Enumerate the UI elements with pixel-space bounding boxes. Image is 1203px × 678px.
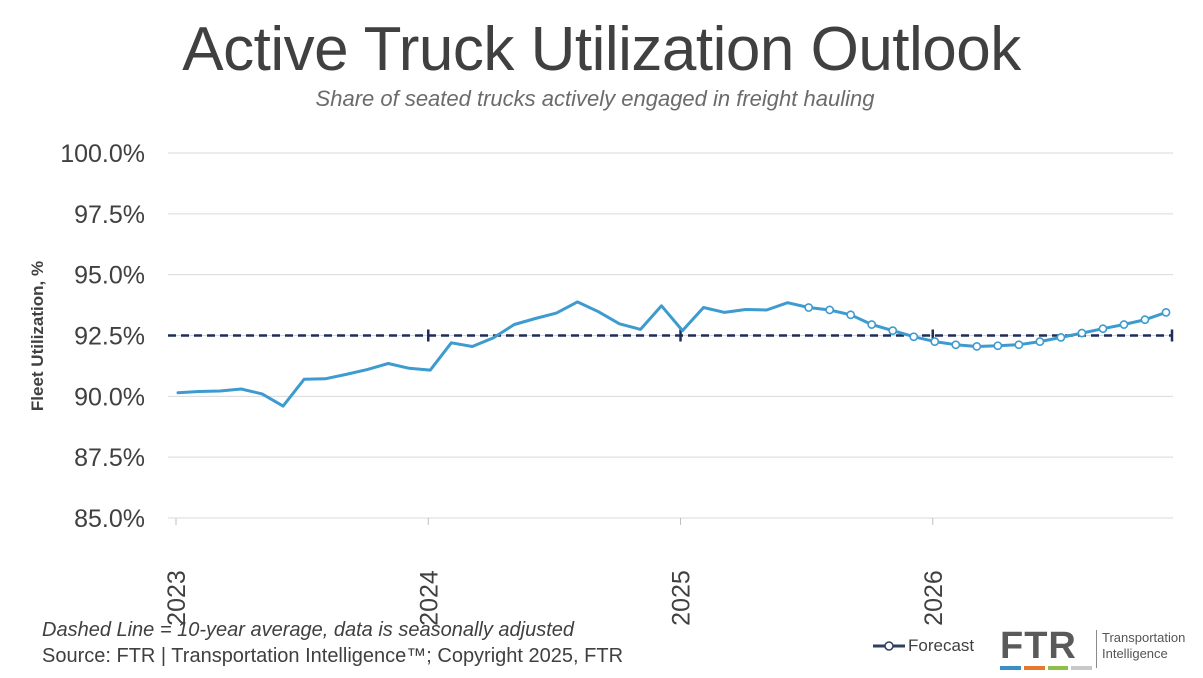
x-tick-label: 2024 <box>415 570 443 626</box>
logo-divider <box>1096 630 1097 668</box>
logo-stripe <box>1023 666 1045 670</box>
forecast-point <box>1014 340 1024 350</box>
chart-title: Active Truck Utilization Outlook <box>182 15 1021 84</box>
x-tick-label: 2025 <box>668 570 696 626</box>
y-tick-label: 92.5% <box>74 323 145 351</box>
logo-text-line1: Transportation <box>1102 630 1186 645</box>
logo-text-line2: Intelligence <box>1102 646 1168 661</box>
y-tick-label: 97.5% <box>74 201 145 229</box>
ftr-logo: FTR Transportation Intelligence <box>1000 625 1196 672</box>
forecast-point <box>1098 324 1108 334</box>
logo-stripes <box>1000 666 1092 670</box>
forecast-point <box>930 337 940 346</box>
logo-stripe <box>1071 666 1092 670</box>
logo-stripe <box>1000 666 1021 670</box>
forecast-point <box>972 342 982 351</box>
x-tick-label: 2026 <box>920 570 948 626</box>
forecast-point <box>825 305 835 315</box>
forecast-point <box>804 303 814 312</box>
chart-subtitle: Share of seated trucks actively engaged … <box>315 86 875 111</box>
forecast-point <box>1056 333 1066 342</box>
forecast-line <box>807 306 1168 348</box>
logo-mark: FTR <box>1000 625 1077 667</box>
forecast-point <box>867 320 877 329</box>
y-tick-label: 85.0% <box>74 505 145 533</box>
series-layer <box>176 300 1171 408</box>
forecast-point <box>993 341 1003 351</box>
forecast-point <box>1161 307 1171 317</box>
forecast-point <box>1119 320 1129 329</box>
source-note: Source: FTR | Transportation Intelligenc… <box>42 645 624 667</box>
y-tick-label: 95.0% <box>74 262 145 290</box>
x-axis-ticks: 2023 2024 2025 2026 <box>163 518 948 626</box>
x-tick-label: 2023 <box>163 570 191 626</box>
legend: Forecast <box>872 636 974 656</box>
forecast-legend-marker <box>873 641 905 651</box>
y-tick-label: 90.0% <box>74 383 145 411</box>
forecast-point <box>846 310 856 320</box>
legend-label-forecast: Forecast <box>908 636 975 655</box>
forecast-point <box>1140 315 1150 325</box>
forecast-point <box>888 326 898 336</box>
y-tick-label: 87.5% <box>74 444 145 472</box>
y-axis-ticks: 85.0% 87.5% 90.0% 92.5% 95.0% 97.5% 100.0% <box>60 140 145 533</box>
forecast-point <box>951 340 961 350</box>
forecast-point <box>909 332 919 342</box>
actual-line <box>176 300 811 408</box>
forecast-point <box>1035 337 1045 346</box>
y-axis-label: Fleet Utilization, % <box>28 261 47 411</box>
footnote: Dashed Line = 10-year average, data is s… <box>42 619 575 641</box>
logo-stripe <box>1047 666 1069 670</box>
y-tick-label: 100.0% <box>60 140 145 168</box>
logo-text: Transportation Intelligence <box>1102 630 1185 662</box>
forecast-point <box>1077 328 1087 338</box>
